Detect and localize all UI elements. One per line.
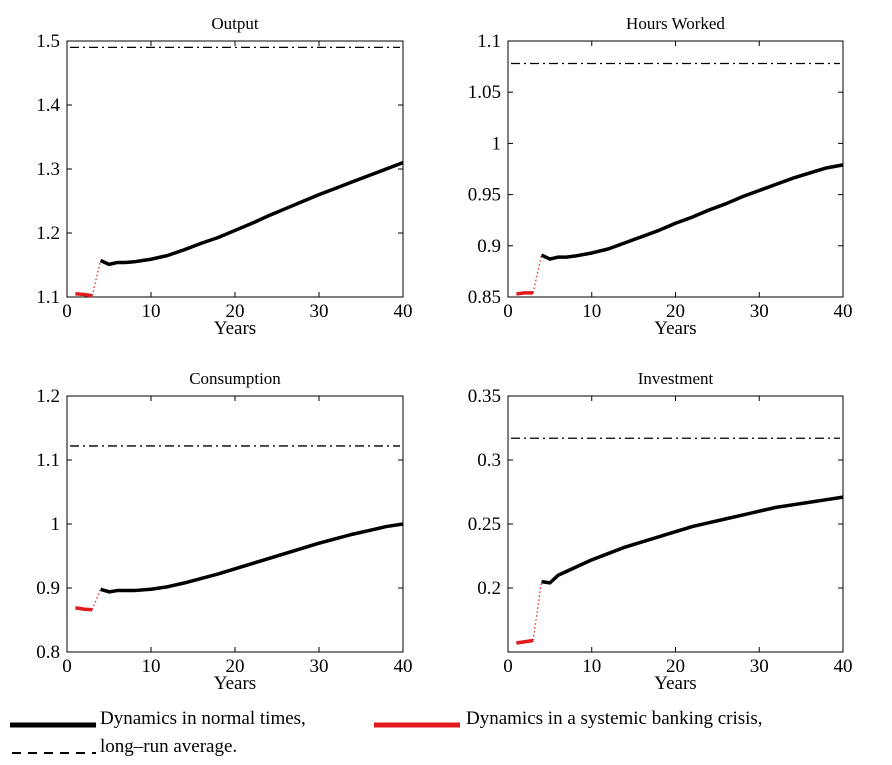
y-tick-label: 1 xyxy=(51,514,61,535)
crisis-transition-connector xyxy=(91,589,102,610)
y-tick-label: 1.1 xyxy=(36,287,60,308)
subplot-4: Investment 0 10 20 30 40 0.2 0.25 0.3 0.35 Years xyxy=(468,369,853,694)
y-tick-label: 0.95 xyxy=(468,185,501,206)
chart-title: Consumption xyxy=(189,369,281,388)
x-axis-label: Years xyxy=(654,673,696,694)
series-normal xyxy=(99,160,404,267)
series-crisis xyxy=(75,606,93,612)
series-normal xyxy=(540,163,844,261)
x-tick-label: 10 xyxy=(142,656,161,677)
y-tick-label: 1.3 xyxy=(36,159,60,180)
x-tick-label: 30 xyxy=(310,301,329,322)
x-tick-label: 0 xyxy=(503,301,513,322)
crisis-transition-connector xyxy=(532,581,543,641)
y-tick-label: 0.3 xyxy=(477,450,501,471)
series-crisis xyxy=(516,638,534,645)
x-tick-label: 40 xyxy=(834,301,853,322)
legend-label-crisis: Dynamics in a systemic banking crisis, xyxy=(466,708,763,729)
series-crisis xyxy=(516,291,534,296)
x-tick-label: 20 xyxy=(666,656,685,677)
subplot-3: Consumption 0 10 20 30 40 0.8 0.9 1 1.1 1.2 Years xyxy=(36,369,412,694)
x-tick-label: 10 xyxy=(582,656,601,677)
chart-title: Output xyxy=(211,14,259,33)
x-tick-label: 40 xyxy=(394,656,413,677)
x-tick-label: 10 xyxy=(142,301,161,322)
y-tick-label: 1.05 xyxy=(468,82,501,103)
chart-title: Investment xyxy=(638,369,714,388)
x-tick-label: 30 xyxy=(750,301,769,322)
y-tick-label: 0.35 xyxy=(468,386,501,407)
x-tick-label: 40 xyxy=(834,656,853,677)
x-tick-label: 20 xyxy=(226,656,245,677)
x-tick-label: 30 xyxy=(750,656,769,677)
y-tick-label: 0.9 xyxy=(477,236,501,257)
x-axis-label: Years xyxy=(214,318,256,339)
chart-title: Hours Worked xyxy=(626,14,725,33)
legend-line-crisis-icon xyxy=(374,722,460,728)
y-tick-label: 1 xyxy=(492,133,502,154)
plot-frame xyxy=(66,40,404,298)
x-tick-label: 20 xyxy=(226,301,245,322)
plot-frame xyxy=(66,395,404,653)
y-tick-label: 0.9 xyxy=(36,578,60,599)
y-tick-label: 0.8 xyxy=(36,642,60,663)
series-normal xyxy=(100,522,404,594)
x-tick-label: 20 xyxy=(666,301,685,322)
legend-line-normal-icon xyxy=(10,722,96,728)
crisis-transition-connector xyxy=(532,254,543,294)
y-tick-label: 1.2 xyxy=(36,386,60,407)
y-tick-label: 0.2 xyxy=(477,578,501,599)
y-tick-label: 0.85 xyxy=(468,287,501,308)
y-tick-label: 1.1 xyxy=(477,31,501,52)
subplot-1: Output 0 10 20 30 40 1.1 1.2 1.3 1.4 1.5 Years xyxy=(36,14,412,339)
legend: Dynamics in normal times, Dynamics in a … xyxy=(8,708,888,764)
y-tick-label: 1.1 xyxy=(36,450,60,471)
series-crisis xyxy=(75,292,93,298)
legend-label-average: long–run average. xyxy=(100,736,238,757)
subplot-2: Hours Worked 0 10 20 30 40 0.85 0.9 0.95 1 1.05 1.1… xyxy=(468,14,853,339)
x-tick-label: 0 xyxy=(62,301,72,322)
y-tick-label: 1.2 xyxy=(36,223,60,244)
x-tick-label: 30 xyxy=(310,656,329,677)
x-tick-label: 10 xyxy=(582,301,601,322)
crisis-transition-connector xyxy=(91,260,102,296)
y-tick-label: 1.4 xyxy=(36,95,60,116)
plot-frame xyxy=(507,395,844,653)
y-tick-label: 0.25 xyxy=(468,514,501,535)
x-tick-label: 40 xyxy=(394,301,413,322)
x-tick-label: 0 xyxy=(62,656,72,677)
legend-label-normal: Dynamics in normal times, xyxy=(100,708,306,729)
y-tick-label: 1.5 xyxy=(36,31,60,52)
x-axis-label: Years xyxy=(654,318,696,339)
x-axis-label: Years xyxy=(214,673,256,694)
legend-line-average-icon xyxy=(12,752,96,754)
series-normal xyxy=(541,495,844,585)
x-tick-label: 0 xyxy=(503,656,513,677)
